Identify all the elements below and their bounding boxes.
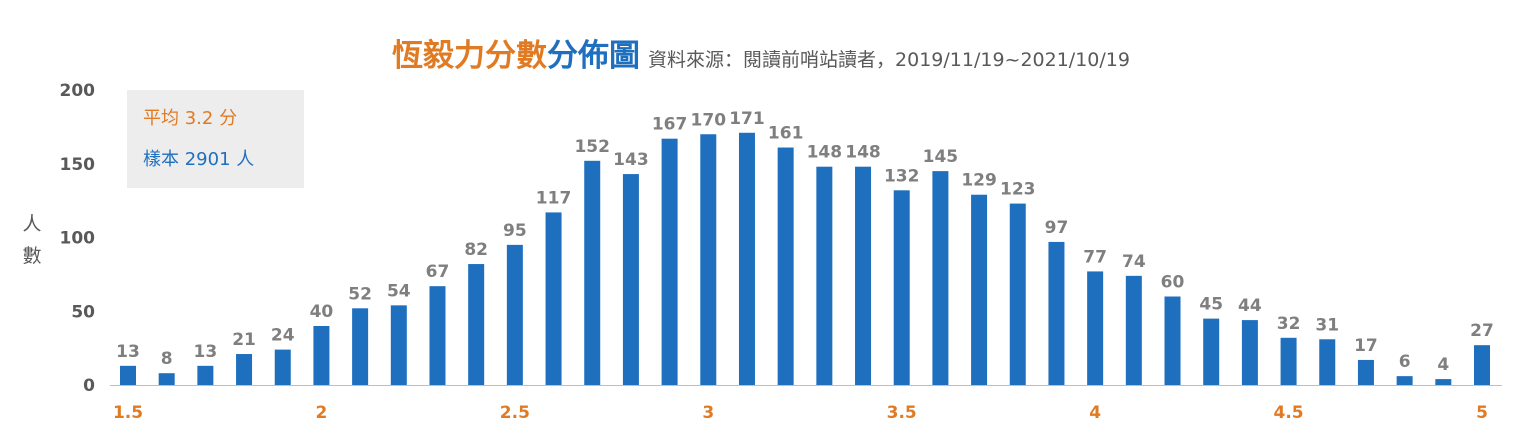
bar [816, 166, 833, 385]
bar [429, 286, 446, 385]
data-label: 132 [884, 166, 920, 186]
data-label: 145 [923, 147, 959, 167]
x-tick-label: 4.5 [1274, 403, 1304, 423]
y-axis-label-char-2: 數 [22, 245, 42, 267]
bar [700, 134, 717, 385]
data-label: 13 [194, 342, 218, 362]
title-part-1: 恆毅力分數 [392, 38, 548, 74]
bar [352, 308, 369, 385]
bar [1319, 339, 1336, 385]
y-tick-label: 150 [60, 155, 96, 175]
data-label: 24 [271, 326, 295, 346]
title-part-2: 分佈圖 [547, 38, 641, 74]
bar [1357, 359, 1374, 385]
bar [1009, 203, 1026, 385]
bar [390, 305, 407, 385]
data-label: 143 [613, 150, 649, 170]
bar [932, 171, 949, 385]
bar [661, 138, 678, 385]
bar [622, 174, 639, 385]
data-label: 97 [1045, 218, 1069, 238]
bar [1280, 337, 1297, 385]
data-label: 117 [536, 188, 572, 208]
data-label: 170 [691, 110, 727, 130]
y-axis-label: 人 數 [18, 208, 46, 272]
data-label: 171 [729, 109, 765, 129]
y-tick-label: 100 [60, 229, 96, 249]
data-label: 148 [845, 143, 881, 163]
data-label: 8 [161, 349, 173, 369]
data-label: 60 [1161, 273, 1185, 293]
bar [777, 147, 794, 385]
data-label: 40 [310, 302, 334, 322]
chart-subtitle: 資料來源：閱讀前哨站讀者，2019/11/19~2021/10/19 [648, 49, 1130, 71]
bar [274, 349, 291, 385]
bar [1048, 241, 1065, 385]
bar [584, 160, 601, 385]
bar [1087, 271, 1104, 385]
data-label: 67 [426, 262, 450, 282]
bar [1474, 345, 1490, 385]
data-label: 148 [807, 143, 843, 163]
data-label: 95 [503, 221, 527, 241]
data-label: 52 [348, 284, 372, 304]
bar [1125, 275, 1142, 385]
data-label: 13 [116, 342, 140, 362]
bar [1396, 376, 1413, 385]
x-tick-label: 3.5 [887, 403, 917, 423]
data-label: 161 [768, 124, 804, 144]
y-axis-label-char-1: 人 [22, 213, 42, 235]
bar [313, 326, 330, 385]
bar [1241, 320, 1258, 385]
x-tick-label: 3 [702, 403, 714, 423]
data-label: 82 [464, 240, 488, 260]
summary-box: 平均 3.2 分 樣本 2901 人 [127, 90, 304, 188]
data-label: 4 [1437, 355, 1449, 375]
data-label: 167 [652, 115, 688, 135]
bar [1435, 379, 1452, 385]
bar [468, 264, 485, 385]
bar [893, 190, 910, 385]
x-tick-label: 2.5 [500, 403, 530, 423]
bar [158, 373, 175, 385]
y-tick-label: 200 [60, 81, 96, 101]
data-label: 77 [1083, 247, 1107, 267]
data-label: 6 [1399, 352, 1411, 372]
data-label: 32 [1277, 314, 1301, 334]
bar [1164, 296, 1181, 385]
x-tick-label: 2 [316, 403, 328, 423]
bar [971, 194, 988, 385]
sample-size: 樣本 2901 人 [143, 149, 255, 170]
data-label: 129 [961, 171, 997, 191]
bar [738, 132, 755, 385]
data-label: 44 [1238, 296, 1262, 316]
average-score: 平均 3.2 分 [143, 108, 238, 129]
data-label: 54 [387, 281, 411, 301]
bar [120, 365, 136, 385]
data-label: 31 [1315, 315, 1339, 335]
data-label: 152 [574, 137, 610, 157]
bar [545, 212, 562, 385]
data-label: 21 [232, 330, 256, 350]
bar [197, 365, 214, 385]
bar [855, 166, 872, 385]
x-tick-label: 4 [1089, 403, 1101, 423]
chart-title: 恆毅力分數分佈圖 資料來源：閱讀前哨站讀者，2019/11/19~2021/10/… [0, 30, 1522, 75]
data-label: 74 [1122, 252, 1146, 272]
y-tick-label: 50 [71, 302, 95, 322]
bar [506, 244, 523, 385]
x-tick-label: 5 [1476, 403, 1488, 423]
bar [236, 354, 253, 385]
x-tick-label: 1.5 [113, 403, 143, 423]
data-label: 17 [1354, 336, 1378, 356]
data-label: 45 [1199, 295, 1223, 315]
y-tick-label: 0 [83, 376, 95, 396]
bar [1203, 318, 1220, 385]
data-label: 123 [1000, 180, 1036, 200]
data-label: 27 [1470, 321, 1494, 341]
